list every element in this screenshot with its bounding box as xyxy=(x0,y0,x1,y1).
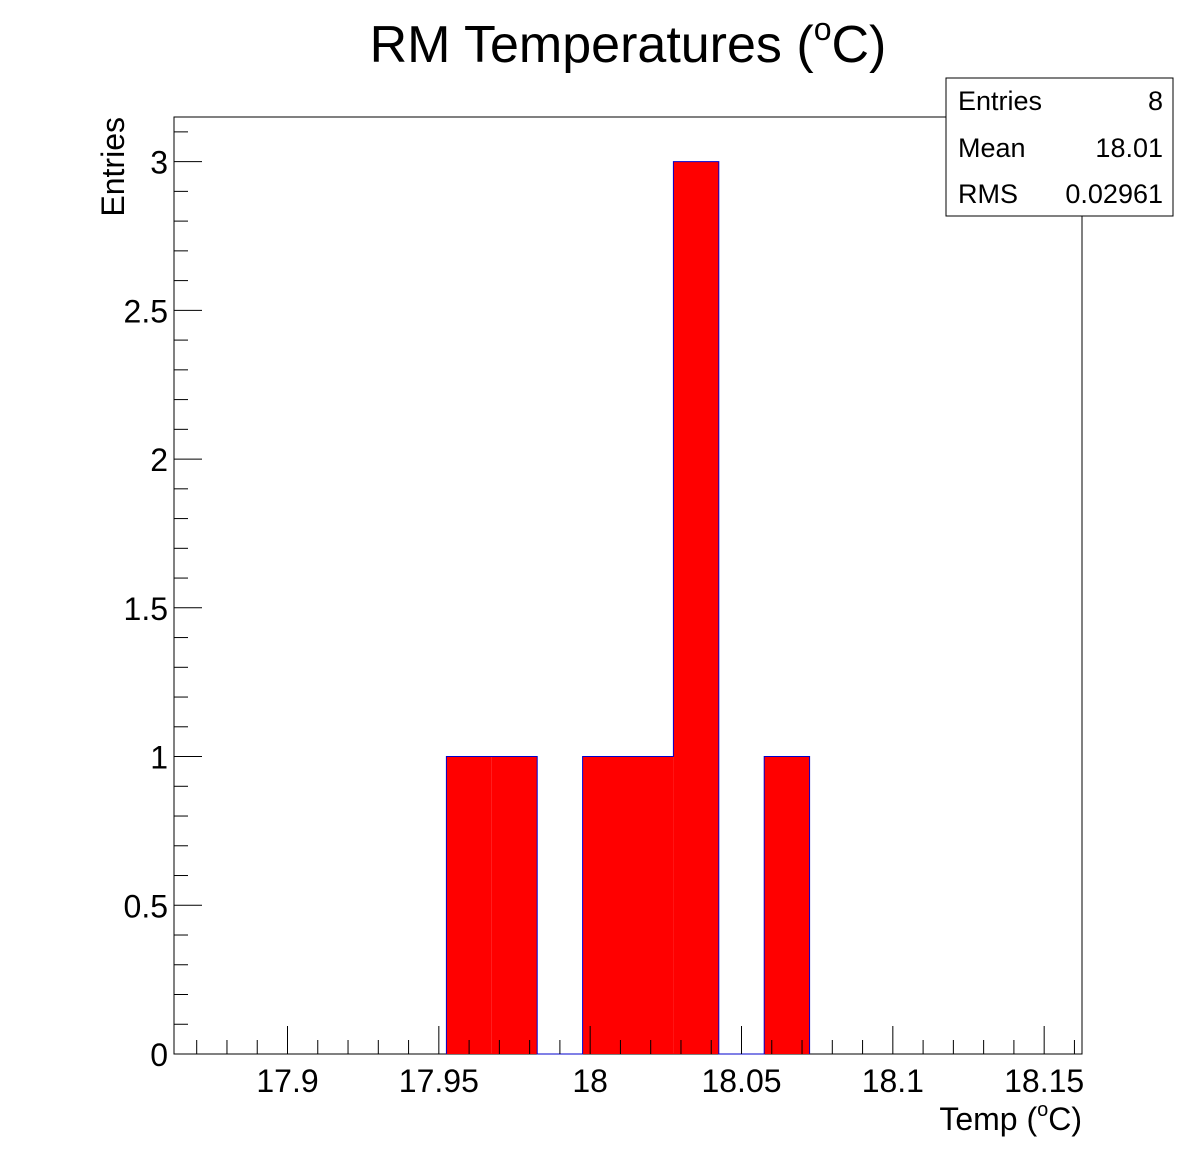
histogram-bar-1 xyxy=(491,756,538,1054)
x-axis-label: Temp (oC) xyxy=(939,1099,1082,1137)
histogram-bar-5 xyxy=(673,161,719,1055)
stats-value-rms: 0.02961 xyxy=(1065,179,1163,209)
y-axis-tick-labels: 0 0.5 1 1.5 2 2.5 3 xyxy=(124,145,168,1073)
x-tick-label: 17.95 xyxy=(399,1063,479,1099)
stats-box: Entries 8 Mean 18.01 RMS 0.02961 xyxy=(945,77,1174,217)
x-tick-label: 17.9 xyxy=(256,1063,318,1099)
x-axis-label-superscript: o xyxy=(1037,1099,1048,1121)
y-tick-label: 1 xyxy=(150,740,168,776)
x-tick-label: 18.05 xyxy=(701,1063,781,1099)
x-tick-label: 18 xyxy=(572,1063,608,1099)
chart-title-text: RM Temperatures xyxy=(370,16,782,74)
stats-box-frame xyxy=(945,77,1174,217)
chart-title: RM Temperatures (oC) xyxy=(370,11,887,74)
stats-label-mean: Mean xyxy=(958,133,1026,163)
histogram-bar-0 xyxy=(446,756,492,1054)
y-tick-label: 0 xyxy=(150,1037,168,1073)
y-tick-label: 1.5 xyxy=(124,591,168,627)
x-tick-label: 18.15 xyxy=(1004,1063,1084,1099)
x-axis-label-text: Temp xyxy=(939,1101,1017,1137)
y-tick-label: 2.5 xyxy=(124,293,168,329)
x-axis-ticks xyxy=(196,1026,1075,1054)
y-axis-ticks xyxy=(174,131,202,1055)
histogram-bars xyxy=(445,161,811,1055)
y-tick-label: 3 xyxy=(150,145,168,181)
stats-label-rms: RMS xyxy=(958,179,1018,209)
histogram-bar-4 xyxy=(628,756,674,1054)
histogram-bar-7 xyxy=(764,756,810,1054)
x-tick-label: 18.1 xyxy=(862,1063,924,1099)
x-axis-label-unit: C xyxy=(1048,1101,1071,1137)
histogram-outline xyxy=(445,161,811,1055)
y-tick-label: 0.5 xyxy=(124,888,168,924)
stats-value-mean: 18.01 xyxy=(1095,133,1163,163)
y-axis-label: Entries xyxy=(95,117,131,217)
chart-title-unit: C xyxy=(831,16,869,74)
histogram-bar-3 xyxy=(582,756,628,1054)
stats-value-entries: 8 xyxy=(1148,86,1163,116)
stats-label-entries: Entries xyxy=(958,86,1042,116)
chart-title-superscript: o xyxy=(814,11,832,47)
y-tick-label: 2 xyxy=(150,442,168,478)
x-axis-tick-labels: 17.9 17.95 18 18.05 18.1 18.15 xyxy=(256,1063,1084,1099)
